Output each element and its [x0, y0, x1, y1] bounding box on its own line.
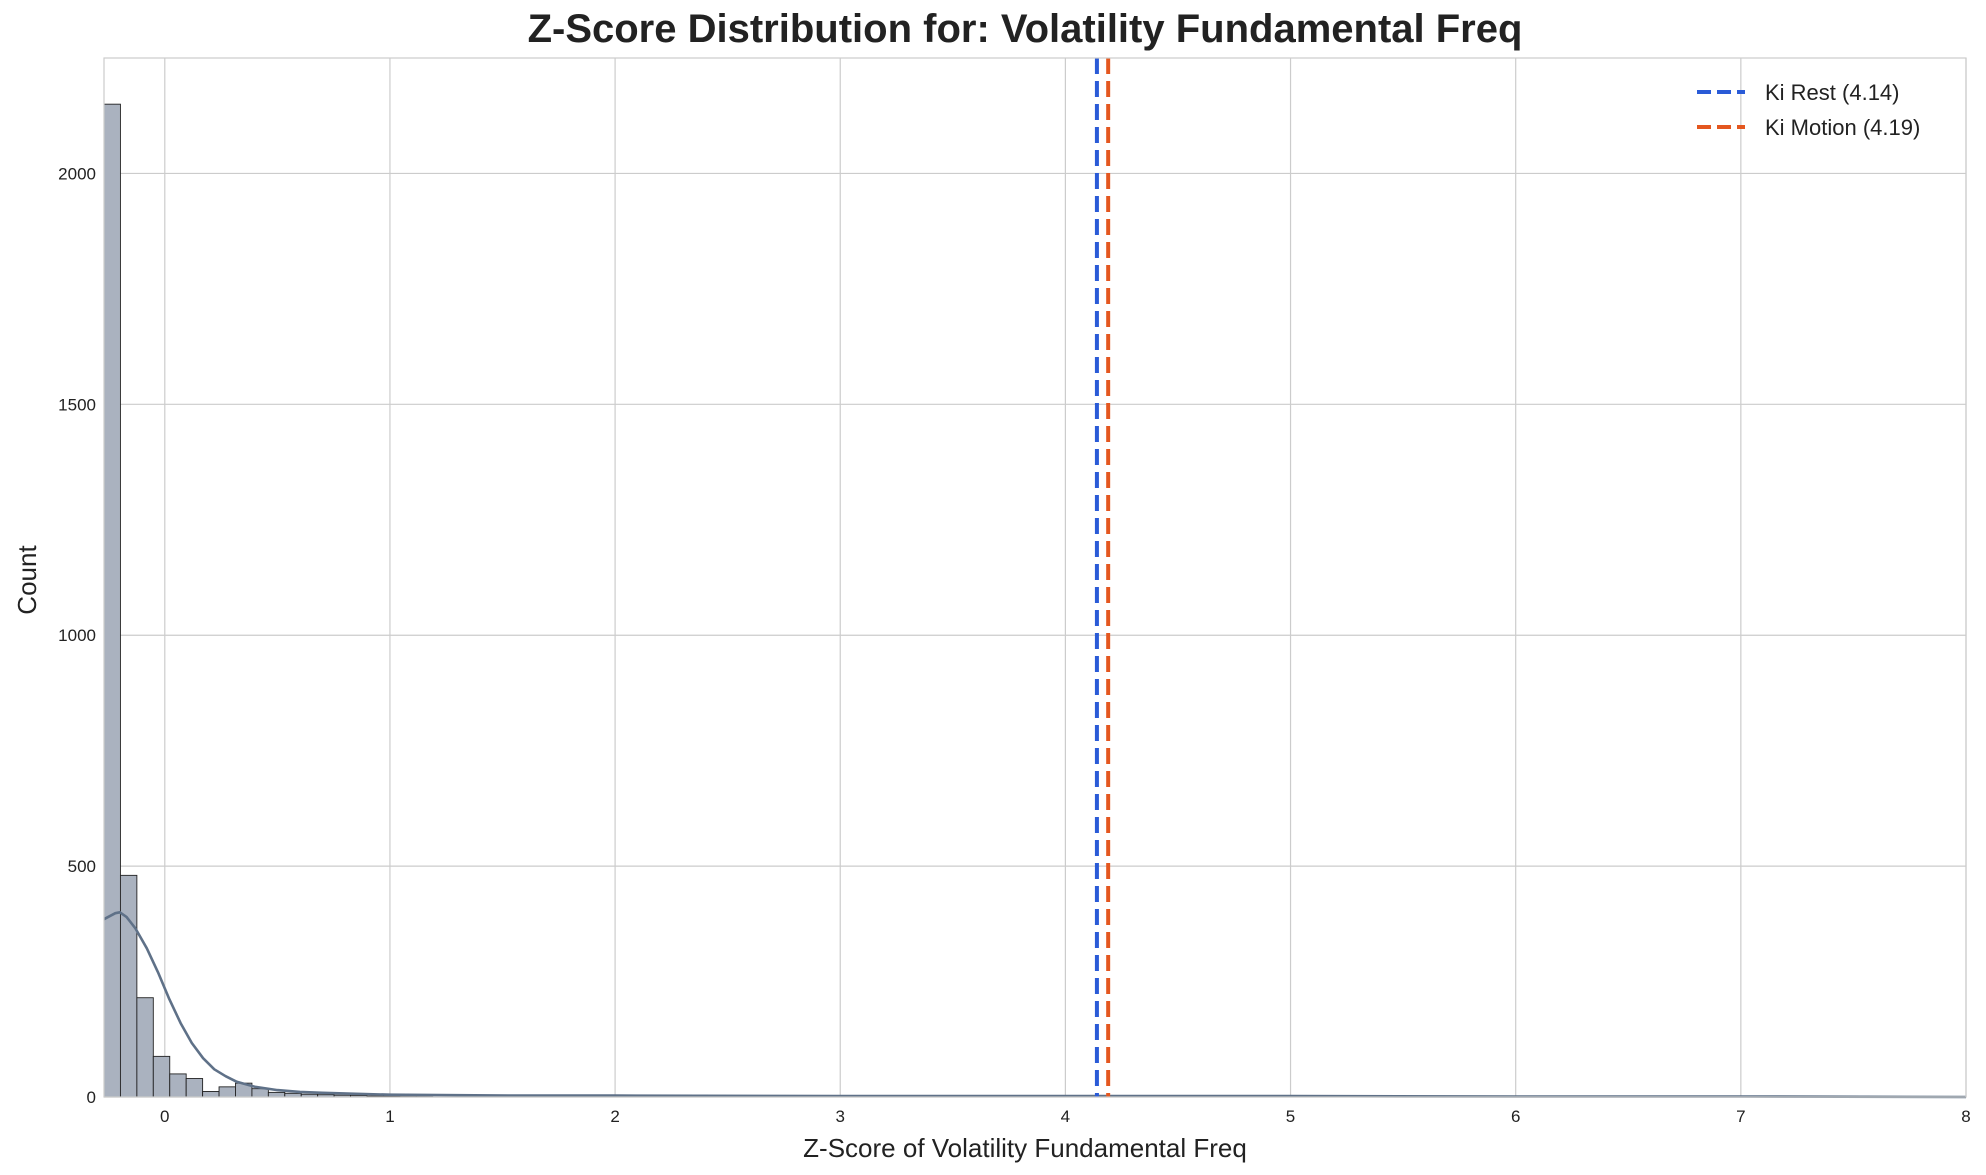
legend-label-1: Ki Motion (4.19) — [1765, 115, 1920, 140]
chart-title: Z-Score Distribution for: Volatility Fun… — [528, 7, 1523, 51]
x-tick-label-2: 2 — [610, 1107, 619, 1126]
y-tick-label-3: 1500 — [58, 395, 96, 414]
x-axis-label: Z-Score of Volatility Fundamental Freq — [803, 1133, 1247, 1163]
x-tick-label-1: 1 — [385, 1107, 394, 1126]
histogram-bar-4 — [169, 1073, 187, 1098]
legend: Ki Rest (4.14) Ki Motion (4.19) — [1697, 80, 1920, 140]
x-tick-label-3: 3 — [836, 1107, 845, 1126]
x-tick-label-5: 5 — [1286, 1107, 1295, 1126]
histogram-bar-1 — [119, 874, 138, 1098]
histogram-bar-3 — [152, 1055, 171, 1098]
x-tick-label-7: 7 — [1736, 1107, 1745, 1126]
kde-curve — [103, 910, 1967, 1099]
reference-lines — [1094, 58, 1111, 1097]
y-tick-label-1: 500 — [68, 857, 96, 876]
x-tick-labels: 0 1 2 3 4 5 6 7 8 — [160, 1107, 1971, 1126]
y-tick-label-2: 1000 — [58, 626, 96, 645]
histogram-bar-9 — [251, 1088, 269, 1098]
histogram-bar-7 — [218, 1086, 236, 1098]
histogram-bar-0 — [103, 103, 121, 1098]
plot-frame — [103, 57, 1967, 1098]
y-tick-labels: 0 500 1000 1500 2000 — [58, 164, 96, 1107]
histogram-bar-6 — [202, 1091, 220, 1098]
legend-label-0: Ki Rest (4.14) — [1765, 80, 1900, 105]
x-tick-label-6: 6 — [1511, 1107, 1520, 1126]
histogram-bar-2 — [136, 997, 154, 1098]
y-tick-label-4: 2000 — [58, 164, 96, 183]
histogram-bar-10 — [267, 1091, 286, 1098]
x-tick-label-4: 4 — [1061, 1107, 1070, 1126]
kde-curve-group — [103, 910, 1967, 1099]
y-axis-label: Count — [12, 545, 42, 615]
x-tick-label-8: 8 — [1961, 1107, 1970, 1126]
histogram-bar-5 — [185, 1078, 204, 1098]
y-tick-label-0: 0 — [87, 1088, 96, 1107]
x-tick-label-0: 0 — [160, 1107, 169, 1126]
